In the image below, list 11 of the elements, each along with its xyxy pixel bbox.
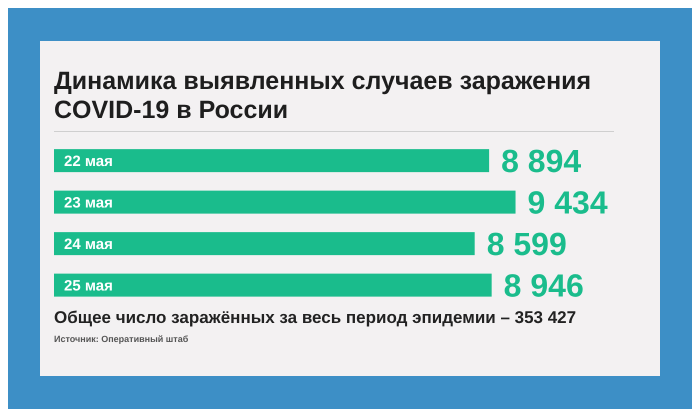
- text: Общее число заражённых за весь период эпидемии – 353 427: [54, 308, 578, 328]
- y-tick-label: 22 мая: [64, 152, 113, 170]
- data-label: 8 894: [501, 142, 582, 179]
- data-label: 9 434: [528, 184, 608, 220]
- text: Источник: Оперативный штаб: [54, 334, 190, 344]
- data-label: 8 599: [486, 226, 567, 262]
- y-tick-label: 23 мая: [64, 194, 113, 212]
- chart-title: Динамика выявленных случаев заражения COVID-19 в России: [54, 67, 614, 132]
- y-tick-label: 24 мая: [64, 236, 113, 253]
- y-tick-label: 25 мая: [64, 277, 113, 294]
- data-label: 8 946: [504, 267, 584, 304]
